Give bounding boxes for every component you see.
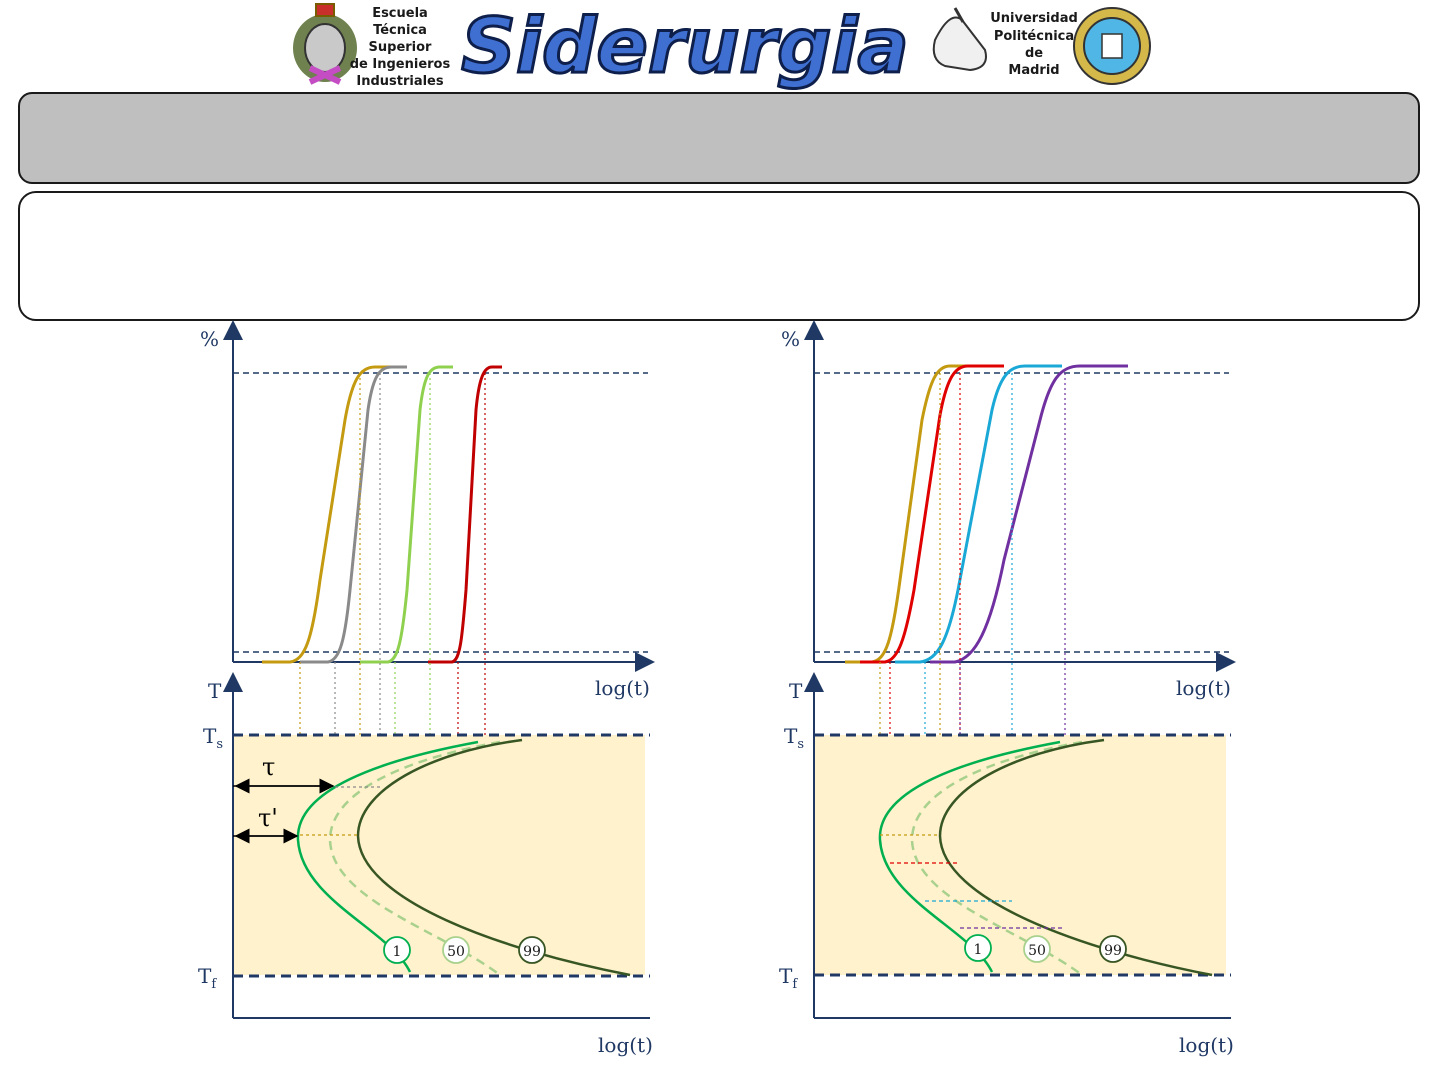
right-c-curve-mid	[910, 740, 1083, 977]
left-sigmoid-1	[262, 365, 392, 664]
title-box	[18, 92, 1420, 184]
school-line-5: Industriales	[356, 74, 444, 89]
right-sigmoid-3	[895, 364, 1062, 664]
right-tag-50: 50	[1023, 935, 1051, 963]
university-line-1: Universidad	[990, 11, 1078, 26]
right-top-y-label: %	[781, 327, 800, 351]
left-tag-1: 1	[383, 936, 411, 964]
left-bottom-x-label: log(t)	[598, 1033, 653, 1057]
right-sigmoid-1	[845, 364, 970, 664]
left-tf-label: Tf	[198, 964, 217, 992]
svg-text:50: 50	[1028, 943, 1046, 959]
university-line-3: de	[1025, 46, 1043, 61]
left-c-curve-mid	[328, 740, 501, 977]
left-sigmoid-2	[300, 365, 407, 664]
left-sigmoid-4	[428, 365, 502, 664]
svg-text:99: 99	[1104, 943, 1122, 959]
svg-text:50: 50	[447, 944, 465, 960]
school-line-2: Técnica	[373, 23, 427, 38]
right-top-x-label: log(t)	[1176, 676, 1231, 700]
left-diagram: % log(t) T log(t) Ts Tf	[198, 320, 655, 1057]
left-tau-label: τ	[262, 753, 275, 781]
svg-text:99: 99	[523, 944, 541, 960]
header-banner: Escuela Técnica Superior de Ingenieros I…	[0, 0, 1440, 92]
subtitle-box	[18, 191, 1420, 321]
right-sigmoid-4	[930, 364, 1128, 664]
right-diagram: % log(t) T log(t) Ts Tf	[779, 320, 1236, 1057]
left-top-y-label: %	[200, 327, 219, 351]
university-seal-icon	[1073, 7, 1151, 85]
right-tag-99: 99	[1099, 935, 1127, 963]
svg-text:1: 1	[393, 944, 402, 960]
ttt-diagrams: % log(t) T log(t) Ts Tf	[198, 320, 1236, 1057]
right-ts-label: Ts	[784, 724, 804, 752]
header-svg: Escuela Técnica Superior de Ingenieros I…	[293, 0, 1151, 92]
left-ts-label: Ts	[203, 724, 223, 752]
svg-text:1: 1	[974, 942, 983, 958]
left-sigmoid-3	[360, 365, 453, 664]
right-tag-1: 1	[964, 934, 992, 962]
right-bottom-y-label: T	[789, 679, 803, 703]
left-tag-99: 99	[518, 936, 546, 964]
right-c-curve-start	[878, 740, 1061, 973]
right-bottom-x-label: log(t)	[1179, 1033, 1234, 1057]
school-line-1: Escuela	[372, 6, 428, 21]
left-tag-50: 50	[442, 936, 470, 964]
university-line-2: Politécnica	[994, 29, 1074, 44]
brand-title: Siderurgia	[461, 1, 909, 90]
right-sigmoid-2	[860, 364, 1004, 664]
hand-pointer-icon	[932, 7, 987, 72]
school-crest-icon	[293, 3, 357, 85]
left-top-x-label: log(t)	[595, 676, 650, 700]
right-tf-label: Tf	[779, 964, 798, 992]
university-line-4: Madrid	[1008, 63, 1059, 78]
school-line-4: de Ingenieros	[350, 57, 451, 72]
left-tau-prime-label: τ'	[258, 804, 278, 832]
left-bottom-y-label: T	[208, 679, 222, 703]
school-line-3: Superior	[369, 40, 433, 55]
